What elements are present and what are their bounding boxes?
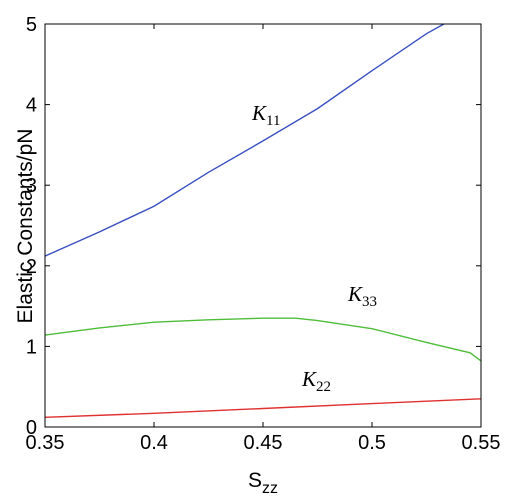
x-tick-label: 0.4 (140, 432, 168, 454)
series-line-22 (44, 398, 482, 418)
x-tick-label: 0.55 (462, 432, 501, 454)
x-tick-label: 0.45 (244, 432, 283, 454)
y-tick-label: 2 (26, 256, 37, 278)
y-axis-title: Elastic Constants/pN (14, 129, 37, 324)
y-tick-label: 5 (26, 14, 37, 36)
x-tick-label: 0.5 (358, 432, 386, 454)
y-tick-label: 0 (26, 417, 37, 439)
series-label-k22: K22 (301, 367, 331, 395)
lines-layer (44, 23, 482, 418)
series-line-33 (44, 317, 482, 362)
plot-frame (44, 23, 482, 428)
series-label-k33: K33 (347, 282, 377, 310)
series-label-k11: K11 (251, 101, 280, 129)
y-tick-label: 1 (26, 336, 37, 358)
series-line-11 (44, 23, 445, 257)
y-tick-label: 3 (26, 175, 37, 197)
y-tick-label: 4 (26, 95, 37, 117)
x-tick-label: 0.35 (26, 432, 65, 454)
ticks-layer: 0.35 0.4 0.45 0.5 0.55 0 1 2 3 4 5 (26, 14, 501, 454)
x-axis-title: Szz (248, 469, 278, 497)
